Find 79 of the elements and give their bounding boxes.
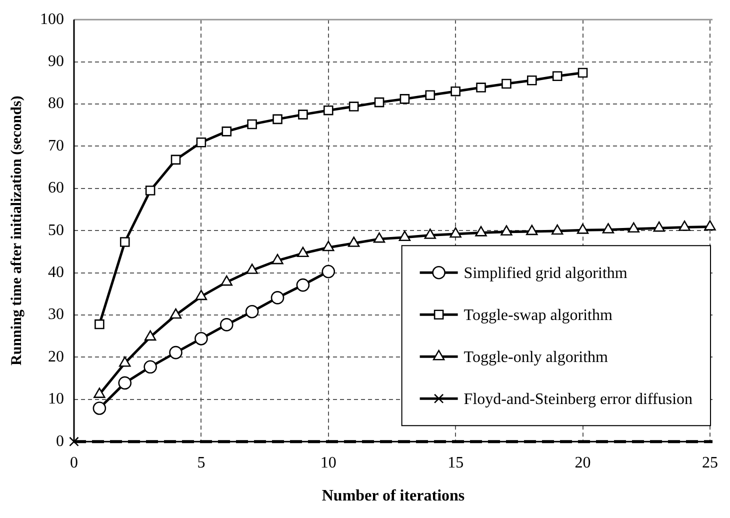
point	[552, 71, 562, 82]
point	[578, 68, 588, 78]
point	[602, 223, 614, 234]
point	[322, 264, 336, 278]
point	[298, 110, 308, 120]
point	[118, 376, 132, 390]
point	[194, 332, 208, 346]
y-tick-label: 80	[48, 95, 64, 112]
point	[297, 246, 309, 258]
point	[653, 221, 665, 232]
point	[502, 78, 512, 89]
point	[69, 436, 79, 446]
point	[144, 360, 157, 374]
point	[398, 230, 411, 241]
y-tick-label: 70	[48, 137, 64, 154]
legend-label: Toggle-only algorithm	[464, 348, 609, 366]
point	[475, 226, 487, 236]
point	[270, 291, 284, 304]
point	[527, 75, 537, 86]
point	[220, 275, 232, 286]
point	[145, 186, 156, 196]
y-tick-label: 100	[40, 10, 64, 28]
point	[247, 119, 257, 130]
point	[678, 220, 690, 231]
point	[169, 346, 182, 360]
y-tick-label: 0	[56, 432, 64, 450]
point	[551, 224, 564, 235]
point	[119, 356, 131, 367]
point	[628, 222, 640, 233]
point	[196, 138, 206, 148]
y-tick-label: 20	[48, 348, 64, 366]
y-axis-title: Running time after initialization (seconds)	[8, 96, 25, 366]
point	[170, 308, 182, 319]
point	[500, 225, 512, 236]
x-tick-label: 20	[574, 454, 591, 472]
point	[272, 114, 282, 124]
x-tick-label: 0	[70, 454, 78, 472]
point	[170, 154, 181, 165]
y-tick-label: 50	[48, 222, 64, 239]
point	[245, 304, 259, 318]
y-tick-label: 40	[48, 264, 64, 282]
point	[195, 290, 208, 300]
y-tick-label: 60	[48, 180, 64, 197]
x-tick-label: 25	[702, 454, 718, 472]
point	[120, 237, 130, 247]
x-tick-label: 10	[320, 454, 336, 472]
y-tick-label: 90	[48, 53, 64, 70]
point	[92, 402, 106, 415]
point	[374, 97, 384, 108]
y-tick-label: 30	[48, 306, 64, 324]
point	[222, 126, 232, 136]
point	[704, 220, 716, 230]
point	[400, 94, 410, 104]
x-tick-label: 15	[448, 454, 464, 472]
y-tick-label: 10	[48, 390, 64, 408]
point	[424, 228, 436, 239]
legend-label: Toggle-swap algorithm	[464, 306, 613, 324]
point	[476, 82, 486, 92]
point	[373, 232, 386, 243]
point	[144, 330, 156, 341]
point	[296, 278, 310, 292]
x-axis-title: Number of iterations	[322, 488, 465, 505]
point	[348, 102, 359, 112]
point	[94, 319, 104, 330]
point	[323, 105, 334, 116]
x-tick-label: 5	[197, 454, 206, 472]
legend-label: Simplified grid algorithm	[464, 264, 628, 282]
point	[322, 240, 334, 252]
legend-label: Floyd-and-Steinberg error diffusion	[464, 390, 693, 408]
point	[425, 90, 436, 100]
point	[272, 254, 284, 264]
point	[576, 224, 589, 234]
point	[450, 86, 460, 96]
point	[94, 388, 106, 398]
point	[246, 264, 258, 274]
point	[450, 227, 462, 238]
point	[526, 224, 538, 236]
point	[220, 318, 234, 332]
point	[348, 236, 360, 247]
